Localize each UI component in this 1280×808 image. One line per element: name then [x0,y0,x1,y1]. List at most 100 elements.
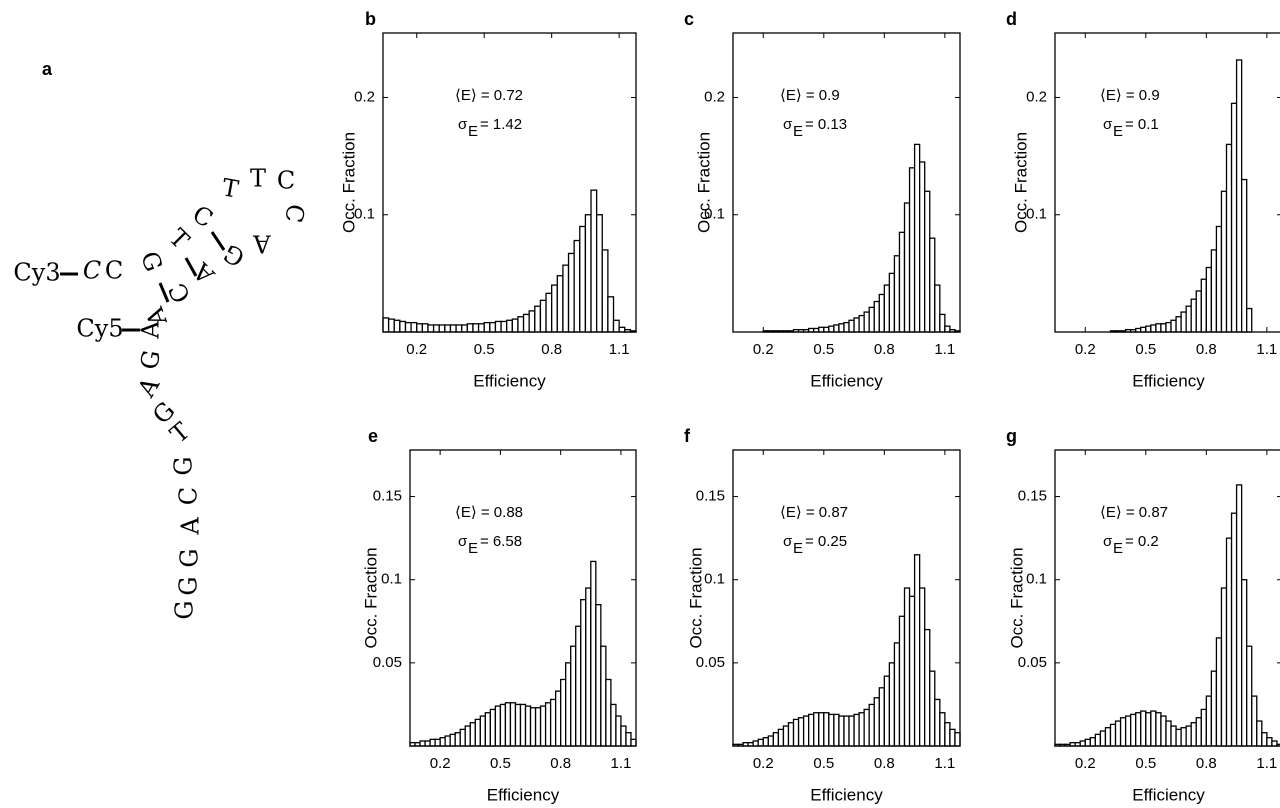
x-tick-label: 0.5 [1135,341,1156,358]
bar [924,628,931,747]
bar [1210,249,1218,333]
bar [439,737,446,747]
bar [1124,715,1132,747]
bar [913,554,921,747]
bar [1200,708,1207,747]
bar [1130,713,1137,747]
bar [908,595,916,747]
base: C [83,257,101,285]
x-tick-label: 0.8 [874,755,895,772]
bar [934,284,941,333]
bar [843,321,850,333]
y-tick-label: 0.2 [354,88,375,105]
sigma-subscript: E [1113,123,1123,140]
bar [1185,725,1192,747]
base: A [137,321,165,340]
panel-label: e [368,426,378,446]
bar [466,323,474,333]
bar [438,324,446,333]
base: G [170,456,198,475]
panel-label: g [1006,426,1017,446]
bar [1150,710,1157,747]
bar [918,587,926,747]
bar [1246,645,1253,747]
bar [939,313,946,333]
bar [944,722,951,747]
bar [1135,712,1142,747]
x-tick-label: 0.8 [874,341,895,358]
histogram-panel: 0.2 0.5 0.8 1.1 0.05 0.1 0.15 f Efficiency Occ. F… [684,426,961,804]
bar [883,284,891,333]
bar [792,718,800,747]
bar [1170,319,1177,333]
base: A [177,517,205,536]
bar [454,732,461,747]
mean-annotation: ⟨E⟩ = 0.9 [1100,87,1160,104]
base: A [253,230,272,258]
bar [509,702,517,747]
sigma-value: = 0.2 [1125,533,1159,550]
bar [858,314,865,333]
x-tick-label: 1.1 [611,755,632,772]
y-tick-label: 0.1 [704,206,725,223]
bar [843,715,850,747]
bar [584,214,592,333]
bar [494,320,502,333]
bar [893,255,901,333]
bar [888,662,896,747]
bar [1089,737,1097,747]
x-tick-label: 1.1 [934,341,955,358]
bar [929,237,936,333]
bar [1155,323,1162,333]
bar [1160,715,1167,747]
bar [772,732,780,747]
y-tick-label: 0.05 [1018,654,1047,671]
histogram-panel: 0.2 0.5 0.8 1.1 0.1 0.2 c Efficiency Occ. Fracti… [684,9,961,390]
bar [1225,537,1233,747]
bar [863,311,870,333]
bar [762,737,769,747]
bar [818,712,825,747]
bar [534,707,542,747]
bar [1180,311,1187,333]
x-tick-label: 0.2 [1075,755,1096,772]
panel-label: c [684,9,694,29]
sigma-subscript: E [1113,540,1123,557]
bar [934,698,941,747]
sigma-value: = 0.13 [805,116,847,133]
panel-label: f [684,426,691,446]
bar [424,740,431,747]
base: C [279,202,310,225]
base: G [175,576,203,595]
bar [455,324,463,333]
bar [464,725,471,747]
bar [472,323,480,333]
bar [777,728,785,747]
base: G [176,548,204,567]
bar [1230,512,1238,747]
bar [868,306,875,333]
x-tick-label: 0.5 [813,755,834,772]
axes-frame [1054,449,1280,747]
bar [873,697,880,747]
bar [590,189,598,333]
bar [954,732,961,747]
histogram-panel: 0.2 0.5 0.8 1.1 0.05 0.1 0.15 g Efficiency Occ. F… [1006,426,1280,804]
bar [504,702,512,747]
bar [1180,727,1187,747]
bar [615,715,622,747]
bar [1155,712,1162,747]
bar [444,324,452,333]
bar [595,604,602,747]
bar [1165,321,1172,333]
x-tick-label: 0.8 [1196,755,1217,772]
bar [1246,307,1253,333]
base-pair [158,282,170,303]
bar [898,615,906,747]
bar [893,642,901,747]
bar [529,707,537,747]
bar [918,161,926,333]
bar [883,675,891,747]
bar [787,722,795,747]
x-tick-label: 0.5 [474,341,495,358]
